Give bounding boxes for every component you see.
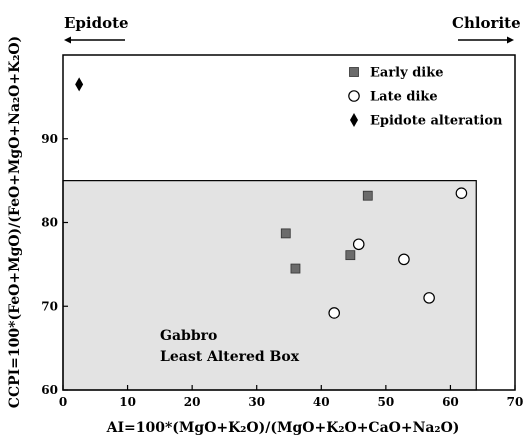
legend-label-epidote-alteration: Epidote alteration	[370, 114, 503, 129]
x-tick-label: 30	[248, 395, 265, 409]
y-axis: 60 70 80 90	[41, 132, 68, 397]
corner-label-right: Chlorite	[452, 14, 521, 32]
x-tick-label: 40	[313, 395, 330, 409]
early-dike-point	[280, 228, 291, 239]
late-dike-point	[352, 238, 365, 251]
corner-label-left: Epidote	[64, 14, 129, 32]
right-arrow-head	[507, 36, 514, 44]
epidote-alteration-point	[75, 77, 84, 92]
late-dike-point	[455, 187, 468, 199]
y-axis-title: CCPI=100*(FeO+MgO)/(FeO+MgO+Na₂O+K₂O)	[7, 36, 23, 408]
x-axis: 0 10 20 30 40 50 60 70	[59, 385, 524, 409]
early-dike-point	[290, 263, 301, 274]
legend-label-early-dike: Early dike	[370, 66, 444, 81]
late-dike-point	[398, 253, 410, 266]
box-label-line2: Least Altered Box	[160, 349, 300, 365]
x-tick-label: 10	[119, 395, 136, 409]
data-points	[75, 77, 468, 319]
y-tick-label: 90	[41, 132, 58, 146]
y-tick-label: 80	[41, 216, 58, 230]
y-tick-label: 70	[41, 299, 58, 313]
early-dike-point	[345, 250, 356, 261]
x-tick-label: 0	[59, 395, 67, 409]
y-tick-label: 60	[41, 383, 58, 397]
legend-marker-late-dike	[348, 90, 360, 102]
legend-marker-early-dike	[349, 67, 359, 77]
box-label-line1: Gabbro	[160, 328, 217, 344]
early-dike-point	[362, 190, 373, 201]
left-arrow-head	[64, 36, 71, 44]
late-dike-point	[328, 307, 340, 319]
legend-label-late-dike: Late dike	[370, 90, 438, 105]
corner-indicators: Epidote Chlorite	[64, 14, 521, 44]
x-axis-title: AI=100*(MgO+K₂O)/(MgO+K₂O+CaO+Na₂O)	[106, 420, 460, 436]
x-tick-label: 70	[507, 395, 524, 409]
x-tick-label: 60	[442, 395, 459, 409]
legend-marker-epidote-alteration	[350, 113, 358, 127]
late-dike-point	[423, 292, 435, 304]
x-tick-label: 20	[184, 395, 201, 409]
x-tick-label: 50	[378, 395, 395, 409]
legend: Early dike Late dike Epidote alteration	[348, 66, 503, 129]
